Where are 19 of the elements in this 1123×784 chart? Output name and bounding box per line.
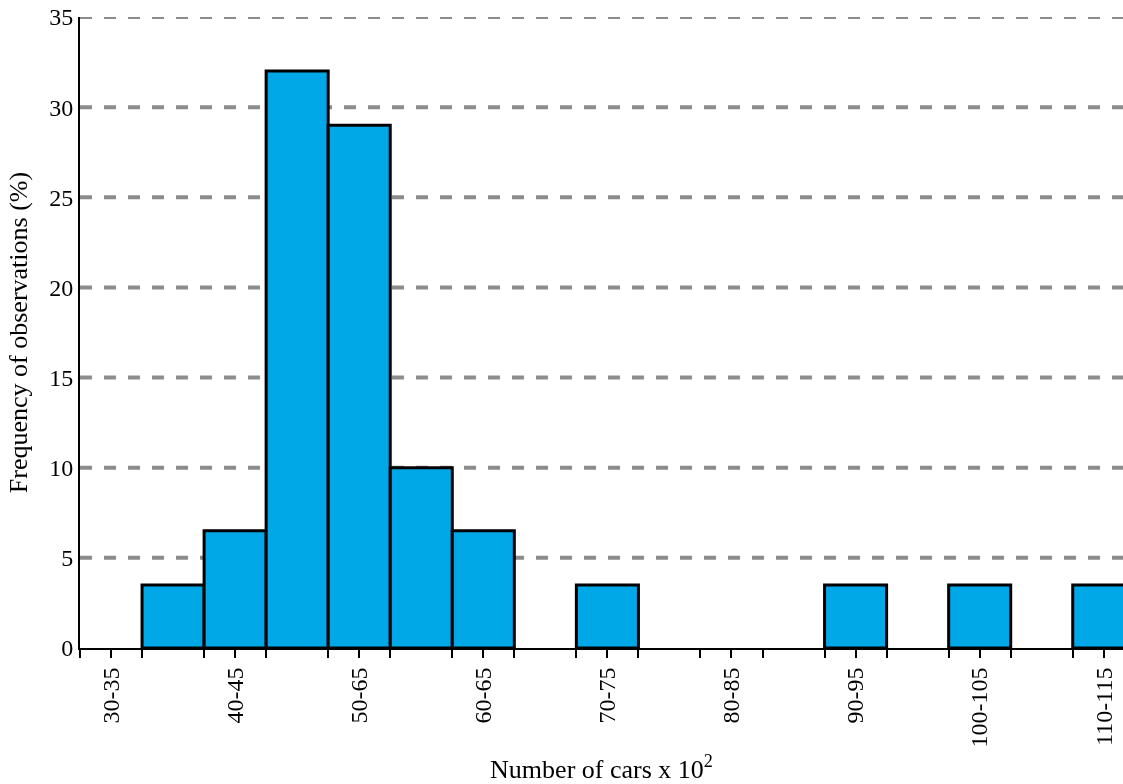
y-tick-label: 20 [49,274,74,301]
x-axis-title: Number of cars x 10$^{2}$ [490,751,713,784]
y-tick-label: 5 [61,545,74,572]
x-tick-label: 100-105 [966,667,993,748]
x-tick-label: 50-65 [346,667,373,724]
y-tick-label: 0 [61,635,74,662]
y-tick-label: 35 [49,4,74,31]
x-tick-label: 30-35 [97,667,124,724]
x-tick-label: 90-95 [842,667,869,724]
y-axis-title: Frequency of observations (%) [4,171,34,494]
x-tick-label: 60-65 [470,667,497,724]
y-tick-label: 30 [49,94,74,121]
y-tick-label: 25 [49,184,74,211]
x-tick-label: 70-75 [594,667,621,724]
y-tick-label: 15 [49,364,74,391]
x-tick-label: 110-115 [1090,667,1117,746]
y-tick-label: 10 [49,455,74,482]
x-tick-label: 80-85 [718,667,745,724]
x-tick-label: 40-45 [221,667,248,724]
